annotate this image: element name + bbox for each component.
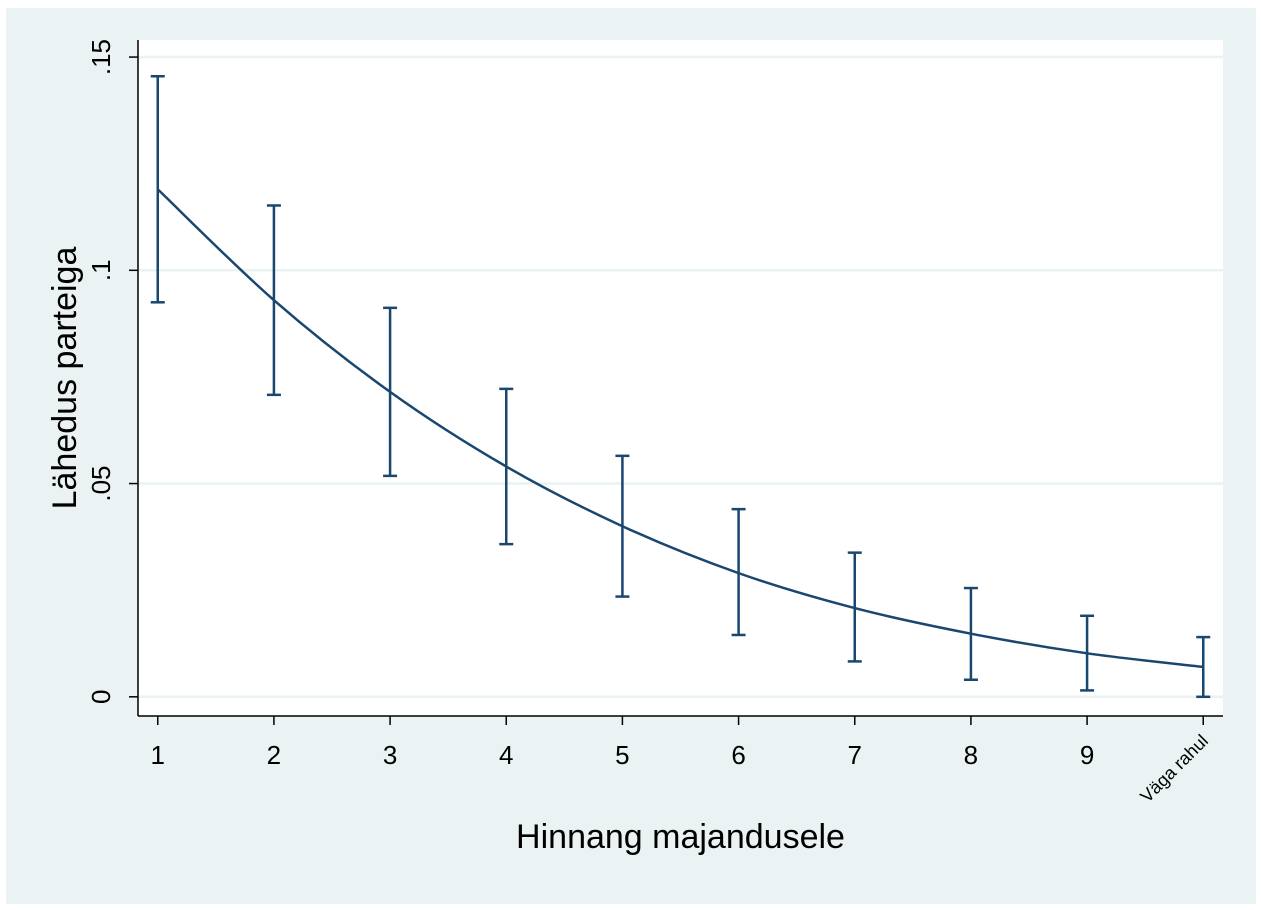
x-tick-label: 2 xyxy=(267,740,281,770)
y-tick-label: .1 xyxy=(86,259,116,281)
y-axis-title: Lähedus parteiga xyxy=(46,247,84,510)
x-tick-label: 4 xyxy=(499,740,513,770)
x-tick-label: 9 xyxy=(1080,740,1094,770)
y-tick-label: .15 xyxy=(86,39,116,75)
x-tick-label: 7 xyxy=(848,740,862,770)
x-tick-label: 1 xyxy=(151,740,165,770)
x-axis-title: Hinnang majandusele xyxy=(516,818,845,856)
x-tick-label: 3 xyxy=(383,740,397,770)
x-tick-label: 5 xyxy=(615,740,629,770)
y-tick-label: 0 xyxy=(86,690,116,704)
x-tick-label: Väga rahul xyxy=(1136,731,1212,807)
x-tick-label: 8 xyxy=(964,740,978,770)
gridlines xyxy=(138,55,1223,699)
axes xyxy=(129,40,1223,725)
x-tick-label: 6 xyxy=(731,740,745,770)
y-tick-label: .05 xyxy=(86,465,116,501)
plot-area xyxy=(138,40,1223,716)
series-line xyxy=(156,188,1204,669)
